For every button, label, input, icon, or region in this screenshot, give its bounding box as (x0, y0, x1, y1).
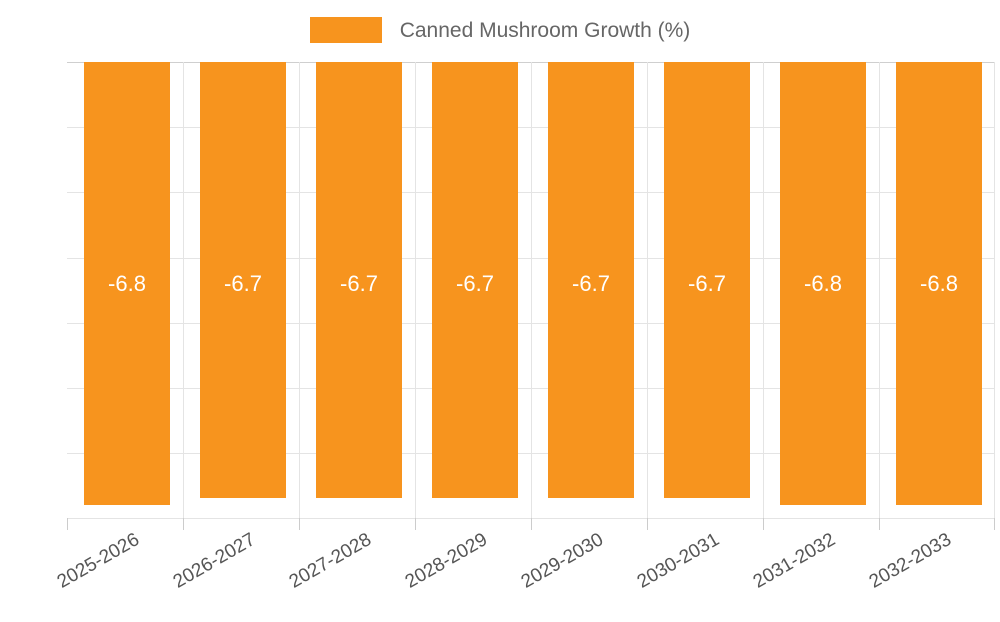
bar-value-label-2026-2027: -6.7 (224, 271, 262, 296)
gridline-x-2 (299, 62, 300, 518)
bar-2026-2027[interactable]: -6.7 (200, 62, 286, 498)
gridline-x-7 (879, 62, 880, 518)
x-tick-mark-1 (183, 518, 184, 530)
gridline-x-3 (415, 62, 416, 518)
gridline-x-8 (994, 62, 995, 518)
bar-value-label-2028-2029: -6.7 (456, 271, 494, 296)
gridline-x-4 (531, 62, 532, 518)
bar-2030-2031[interactable]: -6.7 (664, 62, 750, 498)
chart-legend: Canned Mushroom Growth (%) (0, 12, 1000, 48)
bar-2032-2033[interactable]: -6.8 (896, 62, 982, 505)
bar-2029-2030[interactable]: -6.7 (548, 62, 634, 498)
gridline-x-6 (763, 62, 764, 518)
bar-value-label-2029-2030: -6.7 (572, 271, 610, 296)
x-tick-mark-2 (299, 518, 300, 530)
legend-swatch-canned-mushroom-growth (309, 17, 382, 43)
bar-2031-2032[interactable]: -6.8 (780, 62, 866, 505)
x-tick-mark-4 (531, 518, 532, 530)
x-tick-mark-8 (994, 518, 995, 530)
legend-label-canned-mushroom-growth: Canned Mushroom Growth (%) (399, 18, 691, 42)
x-tick-mark-3 (415, 518, 416, 530)
x-tick-mark-5 (647, 518, 648, 530)
bar-value-label-2027-2028: -6.7 (340, 271, 378, 296)
bar-2025-2026[interactable]: -6.8 (84, 62, 170, 505)
x-tick-mark-6 (763, 518, 764, 530)
x-tick-mark-0 (67, 518, 68, 530)
bar-value-label-2025-2026: -6.8 (108, 271, 146, 296)
x-tick-mark-7 (879, 518, 880, 530)
gridline-x-1 (183, 62, 184, 518)
bar-2028-2029[interactable]: -6.7 (432, 62, 518, 498)
bar-2027-2028[interactable]: -6.7 (316, 62, 402, 498)
bar-value-label-2030-2031: -6.7 (688, 271, 726, 296)
bar-chart: Canned Mushroom Growth (%) 0 -1 -2 -3 -4… (0, 12, 1000, 593)
bar-value-label-2032-2033: -6.8 (920, 271, 958, 296)
bar-value-label-2031-2032: -6.8 (804, 271, 842, 296)
gridline-x-5 (647, 62, 648, 518)
plot-area: 0 -1 -2 -3 -4 -5 -6 -7 -6.8 -6.7 (67, 62, 995, 530)
